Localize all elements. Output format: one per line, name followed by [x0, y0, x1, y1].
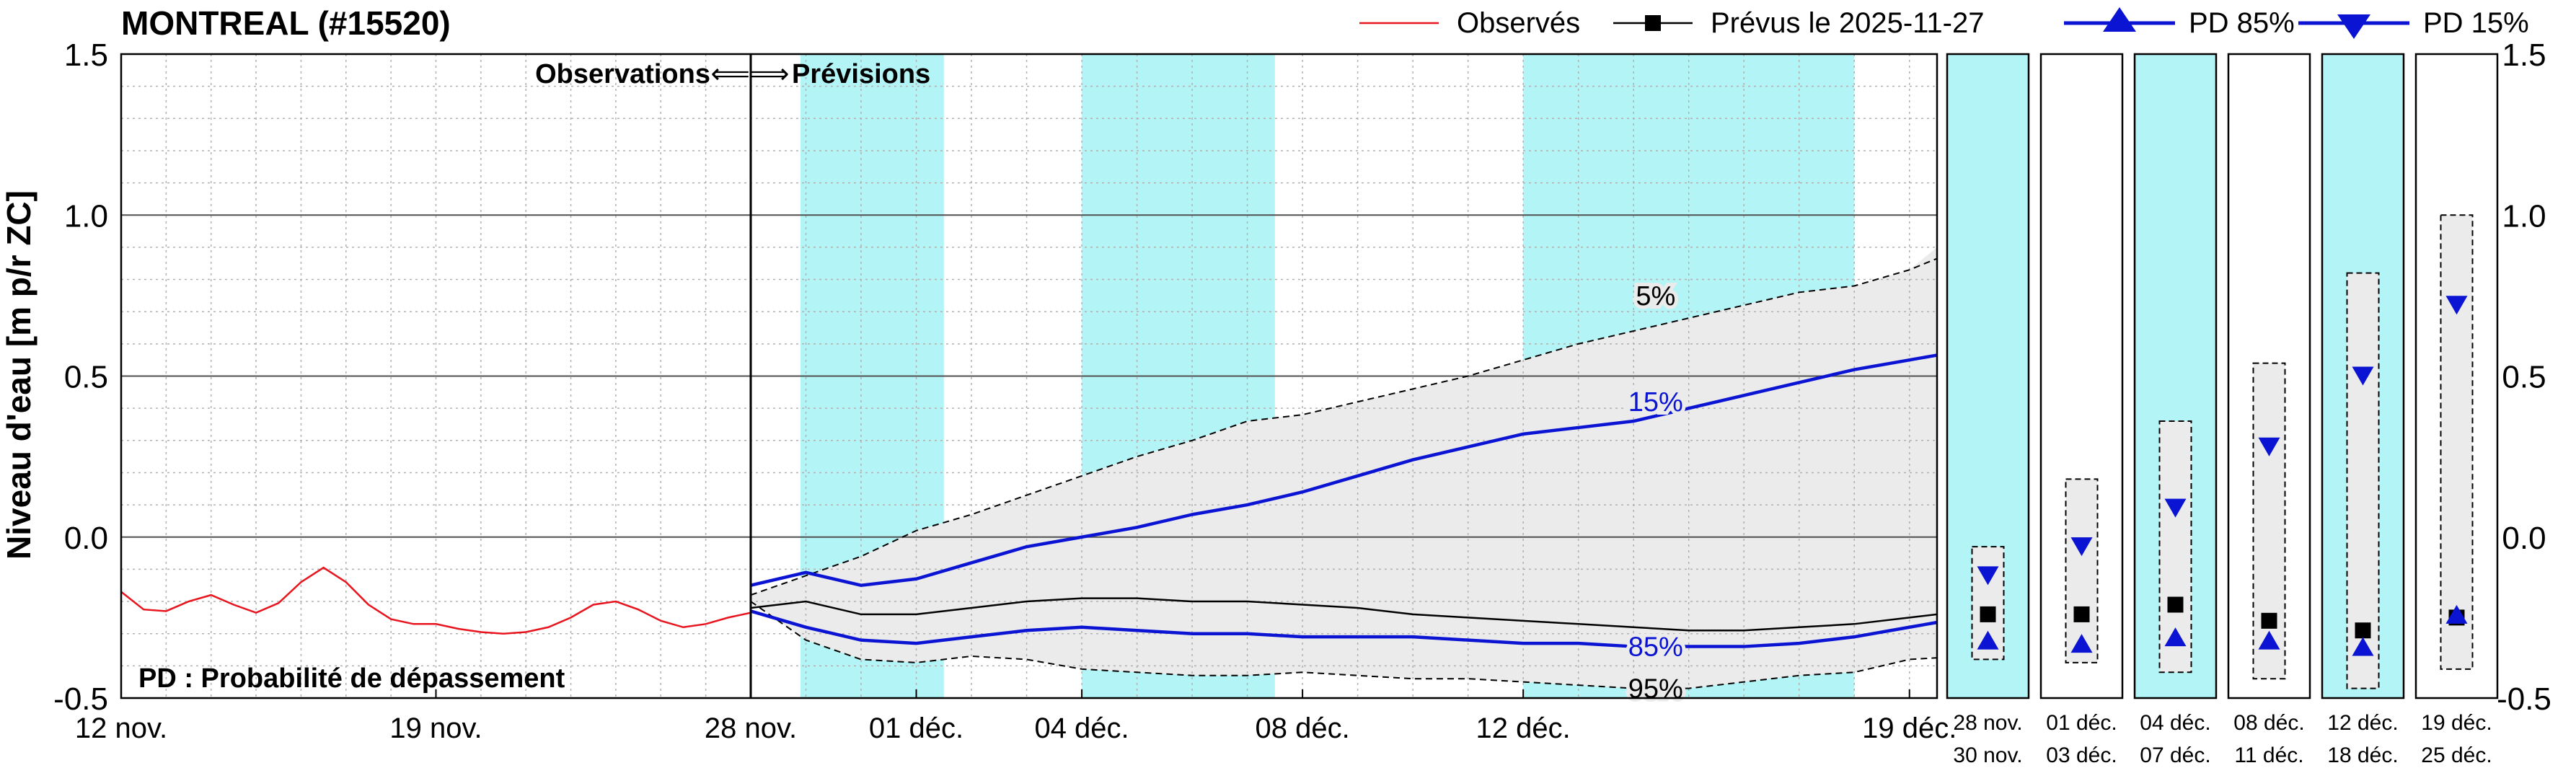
x-tick-label-forecast: 19 déc.: [1862, 712, 1957, 744]
legend-observed-label: Observés: [1457, 7, 1580, 39]
period-pd15-marker-2: [2164, 498, 2187, 518]
series-line-15pct: [751, 353, 1937, 588]
confidence-band-5-95: [751, 215, 1937, 689]
period-range-1: [2065, 478, 2099, 663]
period-frame-0: [1946, 53, 2030, 699]
period-label-top-2: 04 déc.: [2140, 711, 2210, 735]
divider-label-left: Observations: [535, 59, 710, 89]
period-label-bottom-5: 25 déc.: [2421, 743, 2492, 767]
y-tick-label-left: -0.5: [53, 681, 108, 717]
period-pd15-marker-5: [2445, 296, 2468, 315]
x-tick-label-forecast: 08 déc.: [1256, 712, 1350, 744]
period-label-bottom-0: 30 nov.: [1953, 743, 2022, 767]
period-frame-4: [2321, 53, 2405, 699]
period-panels: 28 nov. 30 nov. 01 déc. 03 déc. 04 déc. 07 dé…: [1946, 53, 2499, 767]
series-line-observed: [120, 566, 751, 635]
period-frame-3: [2227, 53, 2311, 699]
period-pd85-marker-0: [1977, 630, 1999, 650]
legend-pd15-label: PD 15%: [2423, 7, 2529, 39]
legend-forecast-label: Prévus le 2025-11-27: [1711, 7, 1985, 39]
x-tick-label-obs: 19 nov.: [389, 712, 482, 744]
period-pd15-marker-0: [1977, 566, 1999, 586]
period-pd85-marker-3: [2258, 630, 2280, 650]
period-label-top-3: 08 déc.: [2233, 711, 2304, 735]
plot-frame: [120, 53, 1938, 699]
band-label-95pct: 95%: [1628, 674, 1683, 705]
footnote: PD : Probabilité de dépassement: [138, 663, 565, 694]
period-label-top-4: 12 déc.: [2327, 711, 2398, 735]
divider-label-arrow: ⟸⟹: [711, 59, 790, 89]
period-label-bottom-2: 07 déc.: [2140, 743, 2210, 767]
band-label-15pct: 15%: [1628, 387, 1683, 418]
period-frame-2: [2133, 53, 2218, 699]
period-range-5: [2440, 214, 2474, 670]
main-plot: 5% 15% 85% 95% -0.5 -0.5 0.0 0.0 0.5 0.5 1.0 1.0 1.5…: [53, 37, 2551, 744]
period-forecast-marker-2: [2167, 596, 2184, 613]
x-tick-label-forecast: 04 déc.: [1034, 712, 1129, 744]
period-pd15-marker-1: [2070, 537, 2093, 557]
chart-title: MONTREAL (#15520): [121, 4, 451, 42]
x-tick-label-forecast: 12 déc.: [1476, 712, 1571, 744]
period-pd85-marker-1: [2070, 634, 2093, 653]
period-forecast-marker-0: [1980, 606, 1996, 622]
period-range-4: [2346, 272, 2380, 689]
period-forecast-marker-1: [2073, 606, 2090, 622]
y-tick-label-left: 0.5: [64, 360, 108, 395]
period-label-bottom-3: 11 déc.: [2234, 743, 2303, 767]
x-tick-label-obs: 12 nov.: [75, 712, 167, 744]
series-line-85pct: [751, 609, 1937, 648]
y-tick-label-right: 1.0: [2502, 198, 2546, 234]
series-line-95pct: [751, 601, 1937, 689]
legend-forecast-marker: [1645, 15, 1661, 31]
band-label-85pct: 85%: [1628, 632, 1683, 663]
band-label-5pct: 5%: [1636, 281, 1675, 312]
y-tick-label-right: 1.5: [2502, 37, 2546, 73]
period-label-bottom-1: 03 déc.: [2046, 743, 2117, 767]
period-label-top-1: 01 déc.: [2046, 711, 2117, 735]
y-tick-label-right: 0.5: [2502, 360, 2546, 395]
period-frame-1: [2039, 53, 2124, 699]
period-label-top-5: 19 déc.: [2421, 711, 2492, 735]
legend-pd15-marker: [2337, 14, 2370, 39]
period-pd15-marker-4: [2352, 366, 2374, 386]
period-label-top-0: 28 nov.: [1953, 711, 2022, 735]
period-forecast-marker-4: [2355, 622, 2371, 639]
x-tick-label-forecast: 28 nov.: [705, 712, 797, 744]
y-axis-label: Niveau d'eau [m p/r ZC]: [0, 190, 38, 560]
period-pd85-marker-2: [2164, 627, 2187, 647]
x-tick-label-forecast: 01 déc.: [869, 712, 963, 744]
period-label-bottom-4: 18 déc.: [2327, 743, 2398, 767]
series-line-forecast: [751, 597, 1937, 632]
period-forecast-marker-3: [2261, 612, 2277, 629]
period-pd15-marker-3: [2258, 437, 2280, 456]
legend: Observés Prévus le 2025-11-27 PD 85% PD …: [1359, 7, 2529, 39]
y-tick-label-right: 0.0: [2502, 521, 2546, 556]
legend-pd85-label: PD 85%: [2189, 7, 2295, 39]
period-frame-5: [2414, 53, 2499, 699]
divider-label: Observations ⟸⟹ Prévisions: [535, 59, 930, 89]
legend-pd85-marker: [2103, 7, 2136, 32]
y-tick-label-left: 1.0: [64, 198, 108, 234]
divider-label-right: Prévisions: [792, 59, 930, 89]
series-line-5pct: [751, 257, 1937, 596]
period-pd85-marker-5: [2445, 604, 2468, 624]
y-tick-label-right: -0.5: [2497, 681, 2551, 717]
period-pd85-marker-4: [2352, 637, 2374, 656]
y-tick-label-left: 1.5: [64, 37, 108, 73]
y-tick-label-left: 0.0: [64, 521, 108, 556]
